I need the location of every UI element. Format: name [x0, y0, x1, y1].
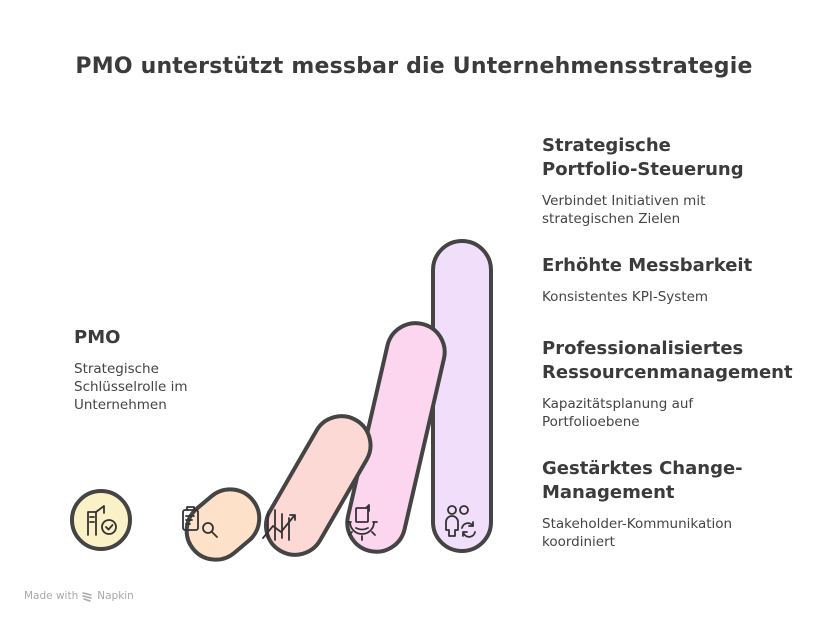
label-messbarkeit: Erhöhte Messbarkeit Konsistentes KPI-Sys… — [542, 254, 812, 306]
label-description: Konsistentes KPI-System — [542, 289, 709, 305]
chart-growth-icon — [262, 509, 296, 541]
napkin-brand-text: Napkin — [97, 590, 134, 602]
label-pmo-description: Strategische Schlüsselrolle im Unternehm… — [74, 361, 188, 413]
origin-circle-pmo — [70, 489, 132, 551]
gear-document-icon — [346, 504, 378, 541]
label-description: Verbindet Initiativen mit strategischen … — [542, 193, 706, 227]
diagram-title: PMO unterstützt messbar die Unternehmens… — [75, 54, 753, 79]
made-with-text: Made with — [24, 590, 79, 602]
bar-ressourcenmanagement — [264, 414, 373, 557]
bar-change-management — [184, 487, 262, 562]
label-heading: Professionalisiertes Ressourcenmanagemen… — [542, 338, 793, 383]
label-heading: Erhöhte Messbarkeit — [542, 255, 753, 276]
label-heading: Gestärktes Change- Management — [542, 458, 743, 503]
clipboard-search-icon — [182, 506, 218, 538]
napkin-logo-icon — [82, 591, 92, 602]
label-pmo: PMO Strategische Schlüsselrolle im Unter… — [74, 326, 244, 414]
footer-attribution[interactable]: Made with Napkin — [24, 590, 134, 602]
label-description: Kapazitätsplanung auf Portfolioebene — [542, 396, 694, 430]
label-pmo-heading: PMO — [74, 327, 121, 348]
building-check-icon — [87, 505, 117, 536]
bar-portfolio-steuerung — [431, 239, 493, 553]
label-ressourcenmanagement: Professionalisiertes Ressourcenmanagemen… — [542, 337, 822, 431]
label-portfolio-steuerung: Strategische Portfolio-Steuerung Verbind… — [542, 134, 812, 228]
label-change-management: Gestärktes Change- Management Stakeholde… — [542, 457, 822, 551]
label-description: Stakeholder-Kommunikation koordiniert — [542, 516, 733, 550]
label-heading: Strategische Portfolio-Steuerung — [542, 135, 744, 180]
people-sync-icon — [445, 505, 476, 538]
